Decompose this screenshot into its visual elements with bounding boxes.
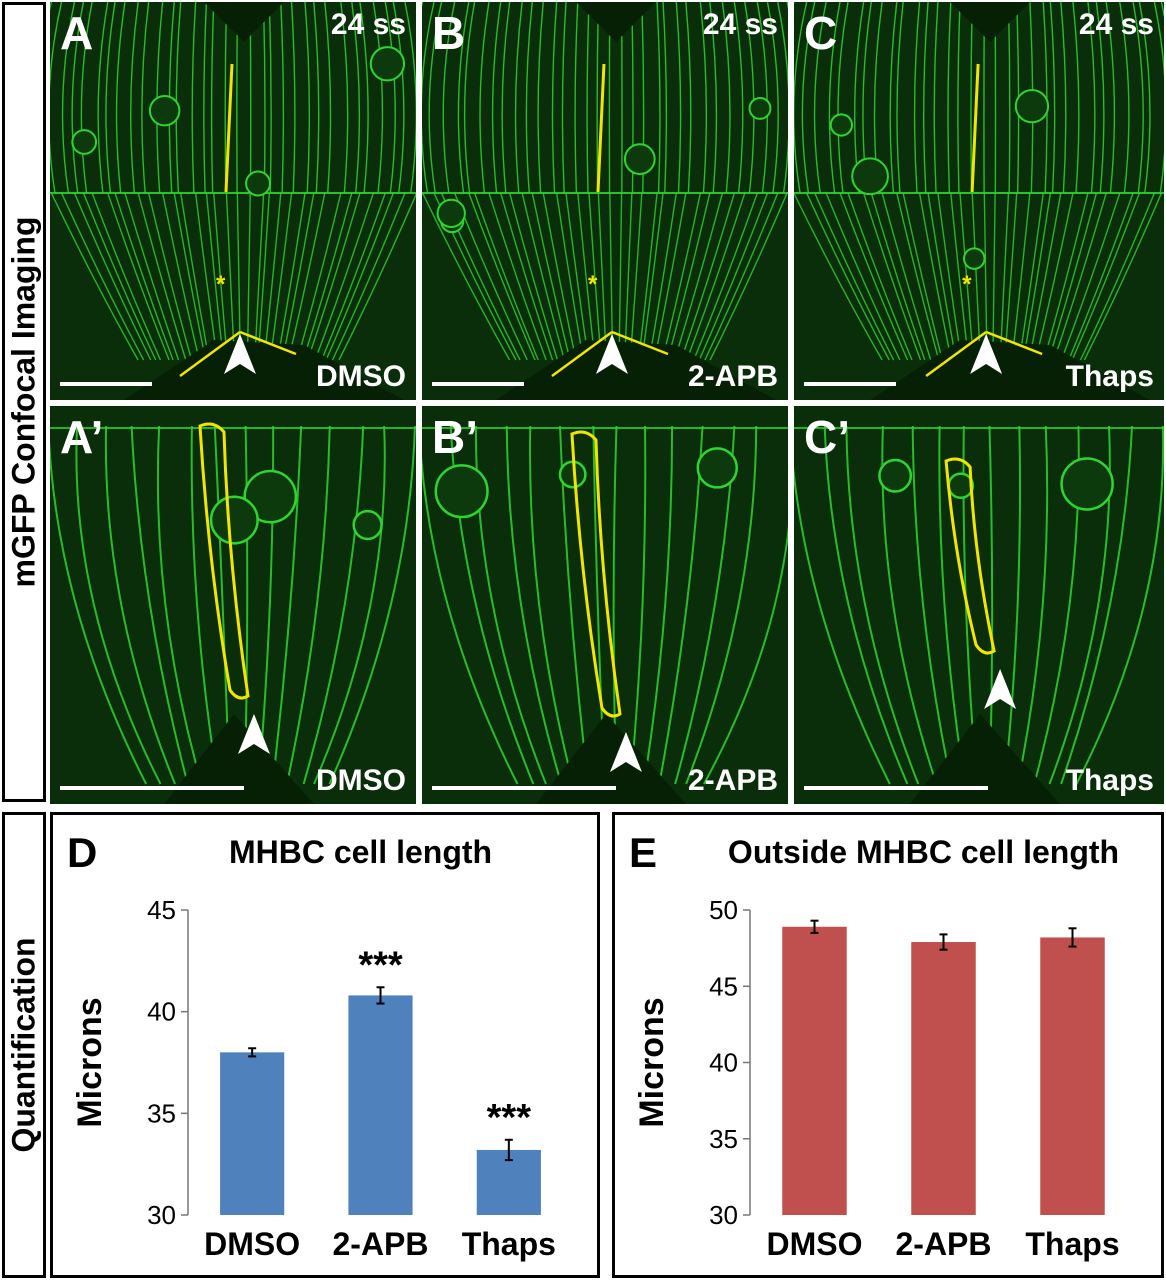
- y-tick-label: 30: [147, 1200, 176, 1230]
- asterisk-marker: *: [962, 271, 972, 298]
- treatment-label: Thaps: [1065, 764, 1154, 797]
- arrow-right: [239, 330, 297, 356]
- y-tick-label: 30: [709, 1200, 738, 1230]
- chart-e-box: E Outside MHBC cell length Microns 30 35 40 45…: [612, 812, 1164, 1278]
- panel-letter: D: [67, 829, 97, 876]
- membrane-network: [794, 2, 1164, 400]
- asterisk-marker: *: [588, 271, 598, 298]
- x-tick-label: 2-APB: [895, 1226, 991, 1262]
- bar-thaps: [1040, 937, 1105, 1215]
- measure-line: [596, 63, 606, 193]
- arrow-left: [551, 330, 613, 378]
- membrane-network: [50, 2, 416, 400]
- asterisk-marker: *: [216, 271, 226, 298]
- x-tick-label: Thaps: [1025, 1226, 1119, 1262]
- bar-2-apb: [348, 995, 413, 1215]
- panel-b-prime: B’ 2-APB: [422, 406, 788, 804]
- membrane-network: [50, 425, 416, 804]
- scale-bar: [804, 382, 896, 386]
- y-axis-label: Microns: [633, 997, 671, 1127]
- panel-a-prime: A’ DMSO: [50, 406, 416, 804]
- panel-letter: C: [804, 7, 838, 59]
- micrograph-a: *: [50, 2, 416, 400]
- y-tick-label: 40: [709, 1048, 738, 1078]
- scale-bar: [432, 382, 524, 386]
- stage-label: 24 ss: [1078, 8, 1154, 41]
- measure-line: [224, 63, 234, 193]
- panel-letter: A: [60, 7, 94, 59]
- scale-bar: [60, 786, 244, 790]
- y-tick-label: 45: [147, 895, 176, 925]
- x-tick-label: 2-APB: [332, 1226, 428, 1262]
- chart-e: E Outside MHBC cell length Microns 30 35 40 45…: [629, 829, 1120, 1262]
- micrograph-c: *: [794, 2, 1164, 400]
- bar-dmso: [782, 926, 847, 1215]
- y-tick-label: 50: [709, 895, 738, 925]
- membrane-network: [794, 425, 1164, 804]
- imaging-label-box: mGFP Confocal Imaging: [2, 2, 46, 802]
- micrograph-b-prime: [422, 406, 788, 804]
- panel-letter: B’: [432, 411, 478, 463]
- y-tick-label: 35: [709, 1124, 738, 1154]
- y-tick-label: 45: [709, 971, 738, 1001]
- x-tick-label: DMSO: [767, 1226, 863, 1262]
- cell-outline: [570, 430, 622, 718]
- chart-d: D MHBC cell length Microns 30 35 40 45 DMSO *** 2…: [67, 829, 556, 1262]
- cell-outline: [198, 422, 250, 700]
- scale-bar: [432, 786, 616, 790]
- stage-label: 24 ss: [330, 8, 406, 41]
- panel-c: * C 24 ss Thaps: [794, 2, 1164, 400]
- membrane-network: [422, 2, 788, 400]
- arrowhead-icon: [237, 714, 270, 754]
- arrow-right: [611, 330, 669, 356]
- treatment-label: DMSO: [316, 764, 406, 797]
- arrowhead-icon: [984, 669, 1017, 709]
- treatment-label: DMSO: [316, 360, 406, 393]
- y-axis-label: Microns: [71, 997, 109, 1127]
- panel-c-prime: C’ Thaps: [794, 406, 1164, 804]
- arrow-left: [179, 330, 241, 378]
- y-tick-label: 40: [147, 997, 176, 1027]
- panel-letter: E: [629, 829, 657, 876]
- scale-bar: [804, 786, 988, 790]
- y-tick-label: 35: [147, 1098, 176, 1128]
- panel-b: * B 24 ss 2-APB: [422, 2, 788, 400]
- treatment-label: 2-APB: [687, 360, 778, 393]
- bar-dmso: [220, 1052, 285, 1215]
- x-tick-label: Thaps: [462, 1226, 556, 1262]
- measure-line: [970, 63, 980, 193]
- panel-letter: B: [432, 7, 466, 59]
- panel-letter: A’: [60, 411, 104, 463]
- treatment-label: Thaps: [1065, 360, 1154, 393]
- x-tick-label: DMSO: [204, 1226, 300, 1262]
- micrograph-a-prime: [50, 406, 416, 804]
- arrowhead-icon: [609, 732, 642, 772]
- bar-2-apb: [911, 942, 976, 1215]
- significance-label: ***: [487, 1097, 532, 1139]
- panel-a: * A 24 ss DMSO: [50, 2, 416, 400]
- chart-d-box: D MHBC cell length Microns 30 35 40 45 DMSO *** 2…: [50, 812, 600, 1278]
- treatment-label: 2-APB: [687, 764, 778, 797]
- arrow-left: [925, 330, 987, 378]
- chart-title: MHBC cell length: [229, 834, 492, 870]
- chart-title: Outside MHBC cell length: [728, 834, 1119, 870]
- arrowhead-icon: [595, 334, 628, 374]
- arrowhead-icon: [223, 334, 256, 374]
- arrowhead-icon: [970, 334, 1003, 374]
- panel-letter: C’: [804, 411, 850, 463]
- imaging-side-label: mGFP Confocal Imaging: [5, 216, 42, 588]
- stage-label: 24 ss: [702, 8, 778, 41]
- arrow-right: [985, 330, 1043, 356]
- micrograph-b: *: [422, 2, 788, 400]
- scale-bar: [60, 382, 152, 386]
- quant-side-label: Quantification: [5, 937, 42, 1153]
- membrane-network: [422, 425, 788, 804]
- quant-label-box: Quantification: [2, 812, 46, 1278]
- cell-outline: [944, 457, 996, 655]
- micrograph-c-prime: [794, 406, 1164, 804]
- significance-label: ***: [358, 944, 403, 986]
